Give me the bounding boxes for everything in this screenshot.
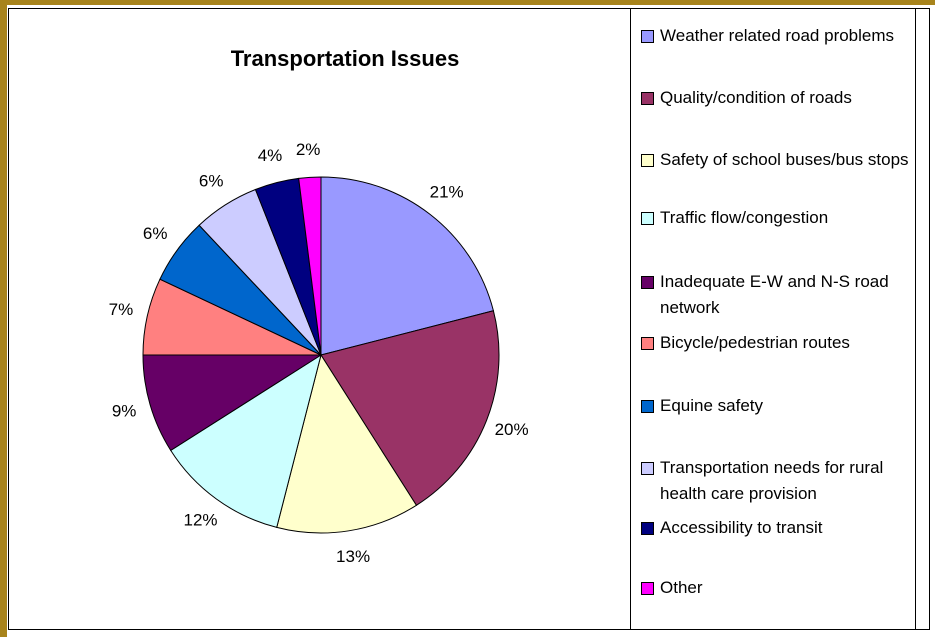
legend-entry: Inadequate E-W and N-S road network (641, 269, 911, 321)
data-label: 7% (109, 300, 134, 319)
pie-slice (142, 354, 323, 452)
border-left (0, 0, 7, 637)
legend-entry: Equine safety (641, 393, 911, 419)
data-label: 20% (495, 420, 529, 439)
legend-label: Quality/condition of roads (660, 88, 852, 107)
legend-swatch (641, 522, 654, 535)
legend-entry: Traffic flow/congestion (641, 205, 911, 231)
legend-entry: Bicycle/pedestrian routes (641, 330, 911, 356)
legend-swatch (641, 154, 654, 167)
legend-label: Accessibility to transit (660, 518, 823, 537)
data-label: 21% (430, 183, 464, 202)
legend-label: Transportation needs for rural health ca… (660, 458, 884, 503)
legend-label: Weather related road problems (660, 26, 895, 45)
legend-swatch (641, 92, 654, 105)
data-label: 2% (296, 140, 321, 159)
data-label: 12% (183, 510, 217, 529)
legend-label: Traffic flow/congestion (660, 208, 829, 227)
pie-slice (170, 353, 322, 529)
legend-swatch (641, 337, 654, 350)
legend-swatch (641, 276, 654, 289)
legend-entry: Weather related road problems (641, 23, 911, 49)
legend-swatch (641, 400, 654, 413)
pie-slice (320, 310, 500, 506)
pie-slice (298, 176, 322, 356)
legend-label: Safety of school buses/bus stops (660, 150, 909, 169)
legend-swatch (641, 30, 654, 43)
data-label: 6% (143, 224, 168, 243)
pie-slice (276, 353, 418, 534)
legend-entry: Safety of school buses/bus stops (641, 147, 911, 173)
legend-entry: Accessibility to transit (641, 515, 911, 541)
legend-swatch (641, 462, 654, 475)
data-label: 9% (112, 402, 137, 421)
legend-entry: Other (641, 575, 911, 601)
legend-label: Other (660, 578, 703, 597)
chart-title: Transportation Issues (231, 46, 460, 71)
legend-swatch (641, 212, 654, 225)
data-label: 13% (336, 547, 370, 566)
pie-slice (320, 176, 495, 356)
legend-label: Bicycle/pedestrian routes (660, 333, 850, 352)
data-label: 4% (258, 146, 283, 165)
border-top (0, 0, 935, 5)
legend-entry: Quality/condition of roads (641, 85, 911, 111)
legend-label: Equine safety (660, 396, 764, 415)
legend-label: Inadequate E-W and N-S road network (660, 272, 889, 317)
legend-entry: Transportation needs for rural health ca… (641, 455, 911, 507)
data-label: 6% (199, 171, 224, 190)
chart-area (8, 8, 930, 630)
legend-swatch (641, 582, 654, 595)
